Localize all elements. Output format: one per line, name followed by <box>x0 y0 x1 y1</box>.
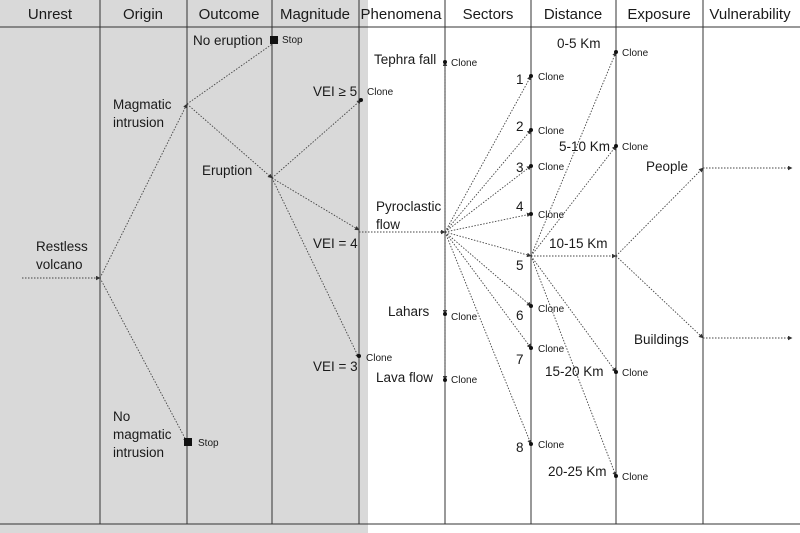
phenomena-labels: Tephra fall Pyroclastic flow Lahars Lava… <box>374 52 478 386</box>
node-eruption: Eruption <box>202 163 252 178</box>
node-restless-volcano-line1: Restless <box>36 239 88 254</box>
header-sectors: Sectors <box>463 6 514 23</box>
magnitude-labels: VEI ≥ 5 VEI = 4 VEI = 3 Clone Clone <box>313 84 394 374</box>
distance-20-25: 20-25 Km <box>548 464 607 479</box>
node-magmatic-intrusion-line1: Magmatic <box>113 97 172 112</box>
distance-10-15: 10-15 Km <box>549 236 608 251</box>
unrest-labels: Restless volcano <box>36 239 88 272</box>
node-magmatic-intrusion-line2: intrusion <box>113 115 164 130</box>
column-separators <box>99 0 704 524</box>
header-vulnerability: Vulnerability <box>709 6 791 23</box>
node-buildings: Buildings <box>634 332 689 347</box>
clone-vei-3: Clone <box>366 353 393 364</box>
node-vei-3: VEI = 3 <box>313 359 358 374</box>
node-no-eruption: No eruption <box>193 33 263 48</box>
clone-distance-20-25: Clone <box>622 472 649 483</box>
header-origin: Origin <box>123 6 163 23</box>
clone-sector-7: Clone <box>538 344 565 355</box>
header-phenomena: Phenomena <box>361 6 443 23</box>
node-no-magmatic-line2: magmatic <box>113 427 172 442</box>
node-lava-flow: Lava flow <box>376 370 433 385</box>
clone-lava: Clone <box>451 375 478 386</box>
distance-15-20: 15-20 Km <box>545 364 604 379</box>
distance-5-10: 5-10 Km <box>559 139 610 154</box>
clone-distance-15-20: Clone <box>622 368 649 379</box>
sector-4: 4 <box>516 199 524 214</box>
distance-0-5: 0-5 Km <box>557 36 601 51</box>
header-outcome: Outcome <box>199 6 260 23</box>
clone-lahars: Clone <box>451 312 478 323</box>
header-distance: Distance <box>544 6 602 23</box>
header-exposure: Exposure <box>627 6 690 23</box>
origin-labels: Magmatic intrusion No magmatic intrusion <box>113 97 172 460</box>
node-tephra-fall: Tephra fall <box>374 52 436 67</box>
clone-vei-5: Clone <box>367 87 394 98</box>
sector-6: 6 <box>516 308 524 323</box>
node-no-magmatic-line1: No <box>113 409 130 424</box>
sector-2: 2 <box>516 119 524 134</box>
clone-sector-8: Clone <box>538 440 565 451</box>
node-pyroclastic-line1: Pyroclastic <box>376 199 442 214</box>
stop-marker-no-eruption <box>270 36 278 44</box>
clone-sector-3: Clone <box>538 162 565 173</box>
outcome-labels: No eruption Eruption Stop Stop <box>193 33 303 449</box>
node-pyroclastic-line2: flow <box>376 217 400 232</box>
stop-label-no-magmatic: Stop <box>198 438 219 449</box>
node-vei-5: VEI ≥ 5 <box>313 84 357 99</box>
sector-5: 5 <box>516 258 524 273</box>
clone-sector-4: Clone <box>538 210 565 221</box>
clone-tephra: Clone <box>451 58 478 69</box>
header-unrest: Unrest <box>28 6 73 23</box>
sector-1: 1 <box>516 72 524 87</box>
clone-distance-5-10: Clone <box>622 142 649 153</box>
distance-labels: 0-5 Km 5-10 Km 10-15 Km 15-20 Km 20-25 K… <box>545 36 649 483</box>
clone-sector-2: Clone <box>538 126 565 137</box>
sector-3: 3 <box>516 160 524 175</box>
node-vei-4: VEI = 4 <box>313 236 358 251</box>
node-restless-volcano-line2: volcano <box>36 257 83 272</box>
clone-sector-1: Clone <box>538 72 565 83</box>
clone-distance-0-5: Clone <box>622 48 649 59</box>
header-magnitude: Magnitude <box>280 6 350 23</box>
sector-8: 8 <box>516 440 524 455</box>
tree-branches <box>22 39 793 477</box>
node-dots <box>357 50 618 478</box>
node-people: People <box>646 159 688 174</box>
clone-sector-6: Clone <box>538 304 565 315</box>
node-lahars: Lahars <box>388 304 430 319</box>
node-no-magmatic-line3: intrusion <box>113 445 164 460</box>
stop-marker-no-magmatic <box>184 438 192 446</box>
exposure-labels: People Buildings <box>634 159 689 347</box>
column-headers: Unrest Origin Outcome Magnitude Phenomen… <box>28 6 791 23</box>
sector-labels: 1 2 3 4 5 6 7 8 Clone Clone Clone Clone … <box>516 72 565 455</box>
sector-7: 7 <box>516 352 524 367</box>
stop-label-no-eruption: Stop <box>282 35 303 46</box>
